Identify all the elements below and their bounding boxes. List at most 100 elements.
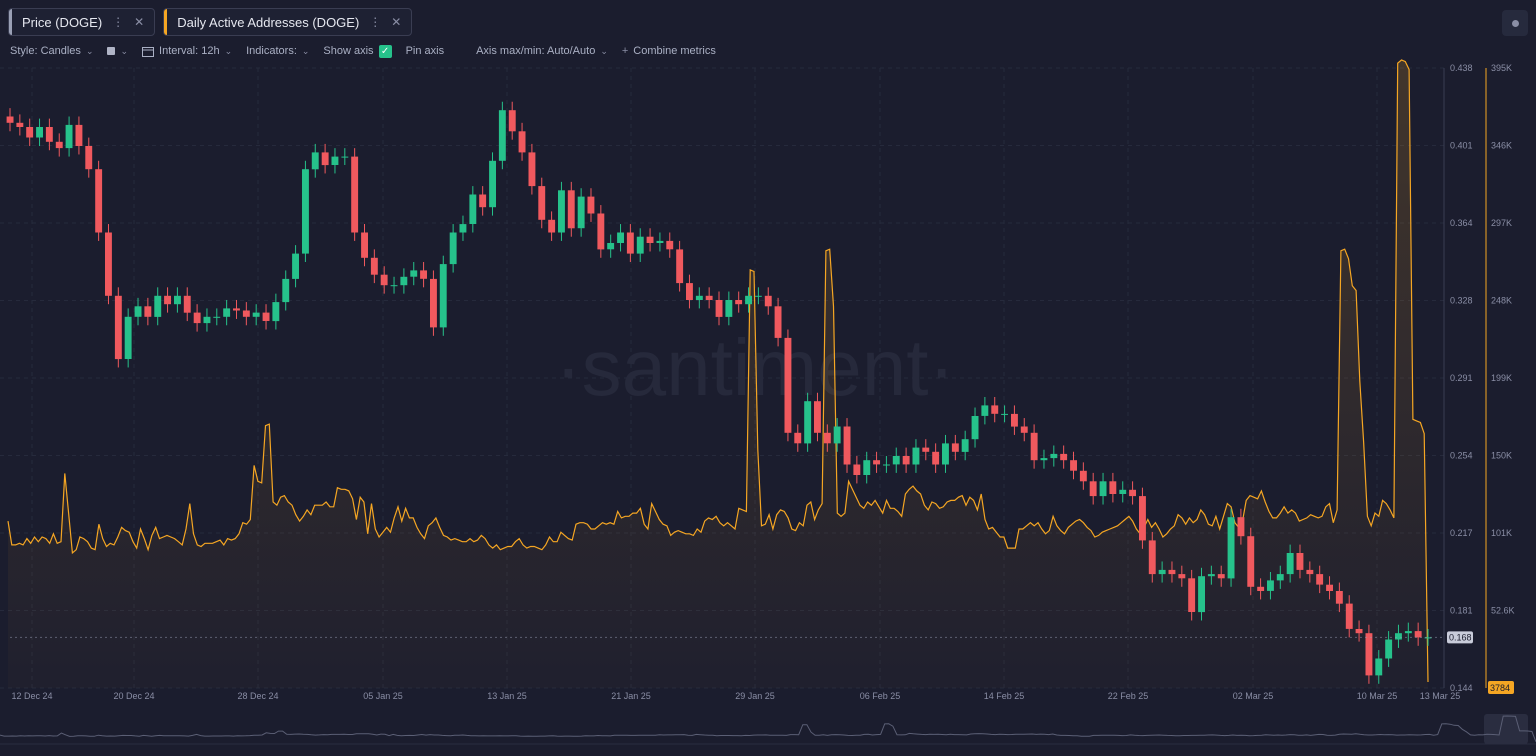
- candle-body: [1395, 633, 1402, 640]
- x-tick-label: 14 Feb 25: [984, 691, 1025, 701]
- candle-body: [26, 127, 34, 138]
- price-tick-label: 0.217: [1450, 528, 1473, 538]
- candle-body: [1207, 574, 1215, 577]
- candle-body: [538, 186, 546, 220]
- style-dropdown[interactable]: Style: Candles ⌄: [10, 45, 93, 57]
- candle-body: [912, 447, 920, 465]
- interval-dropdown[interactable]: Interval: 12h ⌄: [142, 45, 232, 57]
- candle-body: [794, 432, 802, 444]
- candle-body: [1306, 569, 1314, 575]
- candle-body: [390, 285, 398, 287]
- price-tick-label: 0.328: [1450, 296, 1473, 306]
- candle-body: [1139, 496, 1146, 541]
- candle-body: [902, 456, 910, 465]
- more-icon[interactable]: ⋮: [369, 15, 382, 29]
- candle-body: [1404, 631, 1412, 634]
- close-icon[interactable]: ✕: [391, 15, 402, 29]
- candle-body: [715, 300, 723, 317]
- candle-body: [873, 460, 880, 465]
- x-tick-label: 05 Jan 25: [363, 691, 403, 701]
- candle-body: [1227, 517, 1235, 579]
- daa-tick-label: 346K: [1491, 141, 1512, 151]
- tab-daily-active-addresses[interactable]: Daily Active Addresses (DOGE) ⋮ ✕: [163, 8, 413, 36]
- indicators-dropdown[interactable]: Indicators: ⌄: [246, 45, 309, 57]
- candle-body: [695, 295, 703, 300]
- daa-tick-label: 101K: [1491, 528, 1512, 538]
- candle-body: [1316, 574, 1324, 585]
- settings-button[interactable]: [1502, 10, 1528, 36]
- candle-body: [1011, 413, 1018, 427]
- show-axis-toggle[interactable]: Show axis ✓: [323, 44, 392, 58]
- candle-body: [174, 295, 181, 305]
- tab-price[interactable]: Price (DOGE) ⋮ ✕: [8, 8, 156, 36]
- candle-body: [144, 306, 152, 317]
- x-tick-label: 20 Dec 24: [113, 691, 154, 701]
- candle-body: [981, 405, 989, 416]
- pin-axis-toggle[interactable]: Pin axis: [406, 45, 445, 57]
- candle-body: [1109, 481, 1117, 494]
- candle-body: [1030, 432, 1038, 461]
- candle-body: [1217, 574, 1225, 579]
- close-icon[interactable]: ✕: [134, 15, 145, 29]
- navigator[interactable]: [0, 712, 1536, 745]
- candle-body: [1148, 540, 1156, 575]
- candle-body: [774, 306, 782, 338]
- daa-tick-label: 297K: [1491, 218, 1512, 228]
- calendar-icon: [142, 46, 155, 57]
- candle-body: [735, 300, 743, 305]
- candle-body: [1424, 637, 1432, 639]
- candle-body: [1267, 580, 1274, 591]
- candle-body: [410, 270, 418, 277]
- tab-daa-label: Daily Active Addresses (DOGE): [177, 14, 360, 30]
- candle-body: [95, 169, 103, 233]
- candle-body: [420, 270, 427, 279]
- color-dropdown[interactable]: ⌄: [107, 46, 128, 57]
- tab-price-color-bar: [9, 9, 12, 35]
- candle-body: [843, 426, 851, 465]
- candle-body: [1237, 517, 1245, 537]
- candle-body: [361, 232, 368, 258]
- candle-body: [567, 190, 575, 229]
- candle-body: [932, 451, 940, 465]
- candle-body: [223, 308, 231, 317]
- candle-body: [577, 196, 585, 229]
- candle-body: [203, 316, 211, 324]
- candle-body: [922, 447, 930, 452]
- candle-body: [971, 416, 979, 440]
- chart-toolbar: Style: Candles ⌄ ⌄ Interval: 12h ⌄ Indicat…: [10, 44, 730, 58]
- candle-body: [252, 312, 260, 317]
- chevron-down-icon: ⌄: [120, 45, 129, 56]
- x-tick-label: 12 Dec 24: [11, 691, 52, 701]
- price-tick-label: 0.181: [1450, 606, 1473, 616]
- candle-body: [6, 116, 14, 123]
- candle-body: [193, 312, 201, 324]
- x-tick-label: 10 Mar 25: [1357, 691, 1398, 701]
- candle-body: [784, 337, 792, 433]
- candle-body: [1296, 553, 1304, 570]
- candle-body: [853, 464, 861, 475]
- dot-icon: [1511, 19, 1519, 27]
- navigator-bg: [0, 712, 1536, 744]
- color-swatch-icon: [107, 47, 116, 55]
- candle-body: [656, 240, 664, 243]
- candle-body: [292, 253, 299, 279]
- candle-body: [676, 249, 684, 284]
- axis-mode-dropdown[interactable]: Axis max/min: Auto/Auto ⌄: [476, 45, 608, 57]
- candle-body: [951, 443, 959, 452]
- candle-body: [65, 124, 73, 149]
- candle-body: [1335, 591, 1343, 604]
- more-icon[interactable]: ⋮: [112, 15, 125, 29]
- price-tick-label: 0.438: [1450, 63, 1473, 73]
- tab-price-label: Price (DOGE): [22, 14, 103, 30]
- checkbox-checked-icon[interactable]: ✓: [378, 44, 392, 58]
- daa-tick-label: 199K: [1491, 373, 1512, 383]
- candle-body: [607, 243, 615, 250]
- current-price-badge: [1447, 631, 1473, 644]
- x-tick-label: 13 Mar 25: [1420, 691, 1461, 701]
- axis-mode-label: Axis max/min: Auto/Auto: [476, 45, 596, 57]
- candle-body: [754, 295, 762, 297]
- candle-body: [233, 308, 240, 311]
- navigator-selection[interactable]: [1484, 714, 1528, 744]
- combine-metrics-button[interactable]: + Combine metrics: [622, 45, 716, 57]
